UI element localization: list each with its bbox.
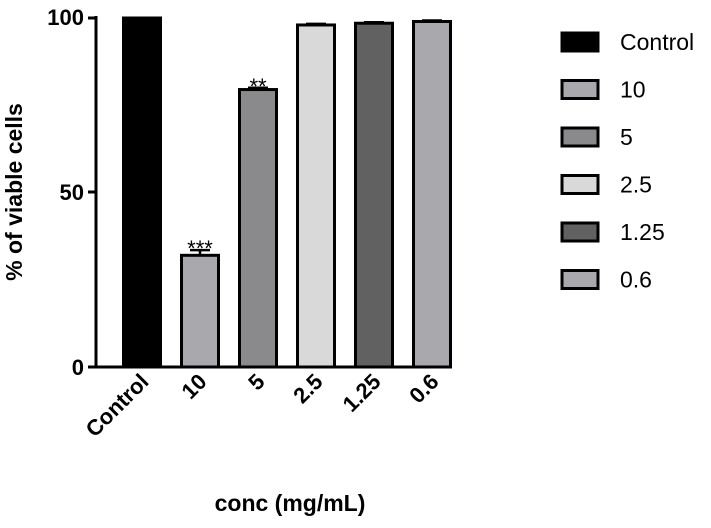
axes [88, 16, 424, 369]
legend-label-control: Control [620, 29, 694, 55]
legend-label-10: 10 [620, 77, 646, 103]
legend-label-1-25: 1.25 [620, 219, 665, 245]
legend-label-5: 5 [620, 124, 633, 150]
legend-swatch-5 [560, 126, 600, 148]
bars-layer: ***** [122, 16, 452, 369]
legend-swatch-1-25 [560, 221, 600, 243]
legend-swatch-2-5 [560, 174, 600, 195]
legend-swatch-0-6 [560, 269, 600, 290]
bar-10 [180, 253, 220, 369]
y-tick-label-100: 100 [47, 5, 84, 30]
x-tick-label-5: 5 [243, 369, 269, 395]
x-tick-label-0-6: 0.6 [404, 369, 443, 408]
legend-swatch-10 [560, 79, 600, 100]
x-axis-title: conc (mg/mL) [215, 490, 366, 516]
y-axis-ticks: 0 50 100 [47, 5, 84, 380]
y-axis-title: % of viable cells [1, 103, 27, 281]
x-tick-label-10: 10 [177, 369, 212, 404]
y-tick-label-0: 0 [72, 355, 84, 380]
bar-5 [238, 88, 278, 369]
bar-0-6 [412, 19, 452, 369]
significance-label-10: *** [187, 236, 213, 261]
bar-2-5 [296, 23, 336, 369]
bar-control [122, 16, 162, 369]
legend-label-2-5: 2.5 [620, 172, 652, 198]
significance-label-5: ** [249, 74, 267, 99]
x-axis-tick-labels: Control 10 5 2.5 1.25 0.6 [81, 369, 444, 442]
x-tick-label-1-25: 1.25 [338, 369, 386, 417]
bar-1-25 [354, 21, 394, 369]
x-tick-label-2-5: 2.5 [288, 369, 327, 408]
legend: Control 10 5 2.5 1.25 0.6 [560, 29, 694, 293]
legend-swatch-control [560, 31, 600, 53]
x-tick-label-control: Control [81, 369, 154, 442]
legend-label-0-6: 0.6 [620, 267, 652, 293]
y-tick-label-50: 50 [60, 180, 84, 205]
